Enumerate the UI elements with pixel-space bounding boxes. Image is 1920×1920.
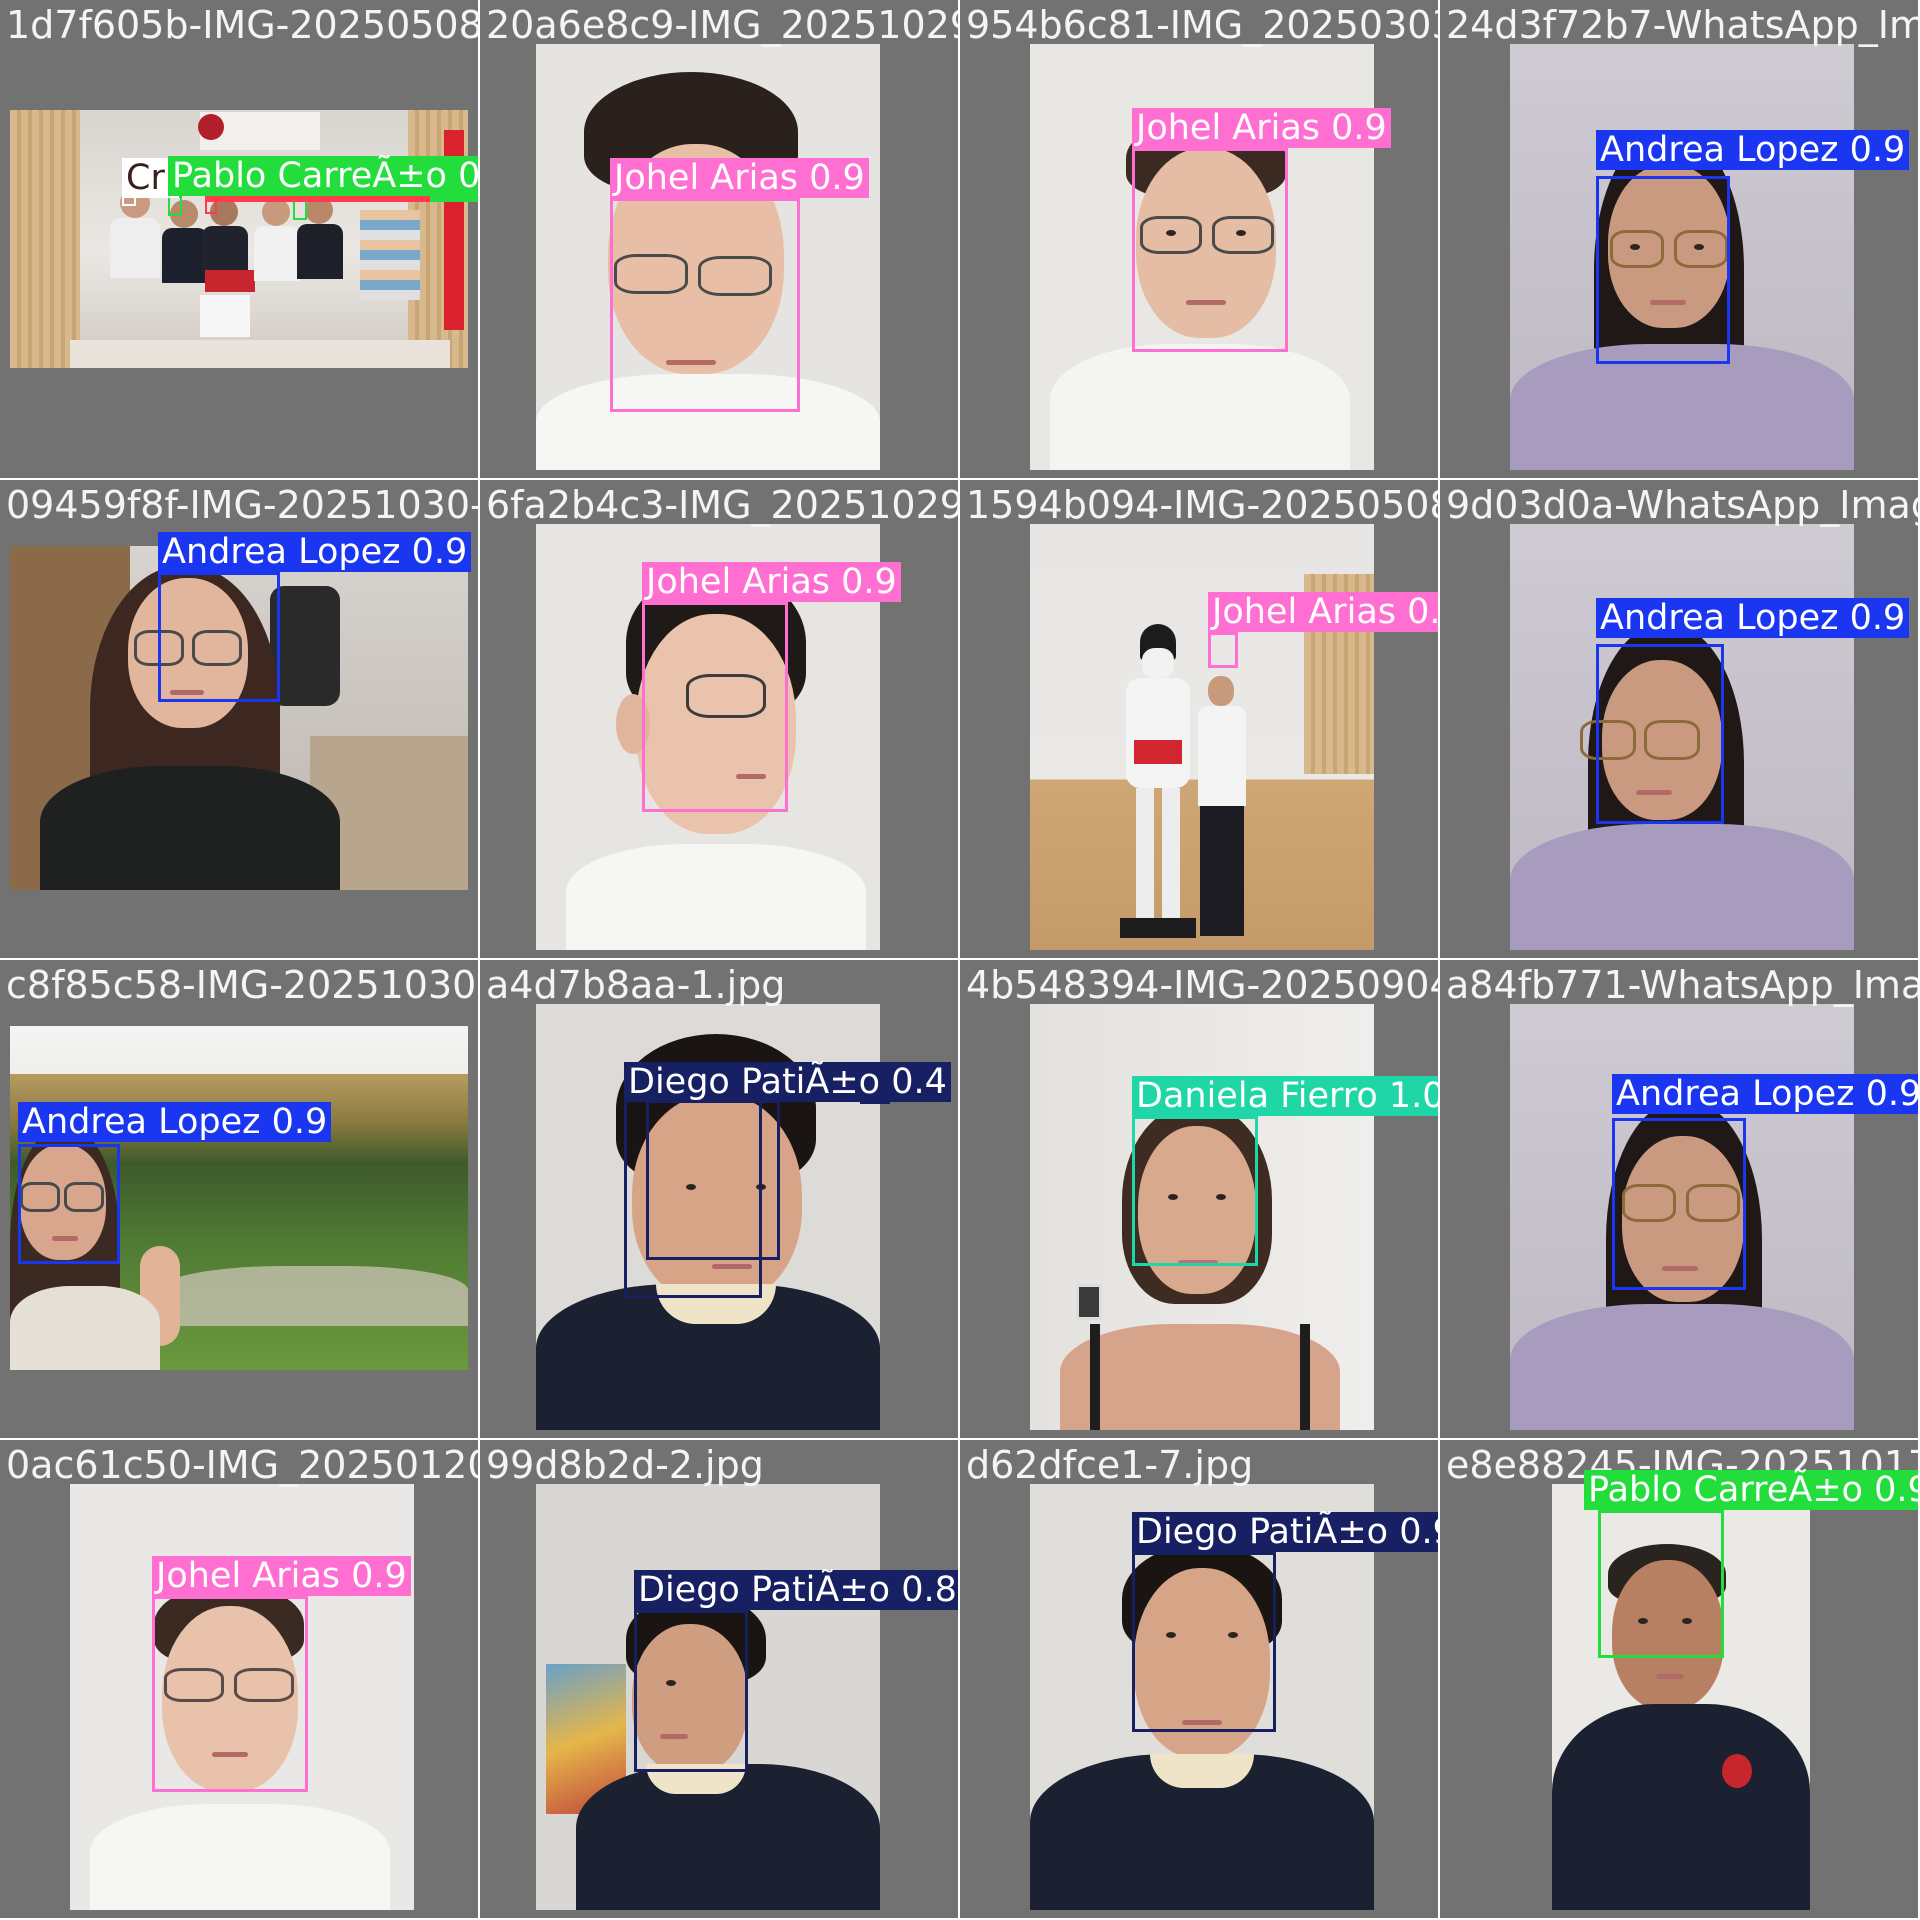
detection-label: Andrea Lopez 0.9 <box>1596 130 1910 170</box>
tile-filename: 4b548394-IMG-20250904-WA0019.jpg <box>966 963 1438 1007</box>
detection-box <box>1598 1510 1724 1658</box>
tile-15: d62dfce1-7.jpg Diego PatiÃ±o 0.9 <box>960 1440 1440 1920</box>
tile-photo <box>10 1026 468 1370</box>
detection-label: Johel Arias 0.9 <box>642 562 901 602</box>
detection-label: Johel Arias 0.9 <box>152 1556 411 1596</box>
tile-filename: d62dfce1-7.jpg <box>966 1443 1254 1487</box>
tile-filename: a4d7b8aa-1.jpg <box>486 963 786 1007</box>
tile-photo <box>70 1484 414 1910</box>
detection-box <box>205 200 217 214</box>
tile-photo <box>1510 44 1854 470</box>
tile-12: a84fb771-WhatsApp_Image Andrea Lopez 0.9 <box>1440 960 1920 1440</box>
detection-box <box>1132 1552 1276 1732</box>
detection-label: Daniela Fierro 1.0 <box>1132 1076 1438 1116</box>
detection-label: Johel Arias 0.9 <box>610 158 869 198</box>
detection-label: Andrea Lopez 0.9 <box>158 532 472 572</box>
detection-box <box>642 602 788 812</box>
tile-filename: 99d8b2d-2.jpg <box>486 1443 764 1487</box>
tile-16: e8e88245-IMG-20251017-1 Pablo CarreÃ±o 0… <box>1440 1440 1920 1920</box>
detection-box <box>1596 644 1724 824</box>
tile-filename: 9d03d0a-WhatsApp_Image <box>1446 483 1920 527</box>
detection-label: Andrea Lopez 0.9 <box>1596 598 1910 638</box>
detection-label: Diego PatiÃ±o 0.8 <box>634 1570 958 1610</box>
detection-box <box>1132 148 1288 352</box>
detection-label: Pablo CarreÃ±o 0.9 <box>1584 1470 1918 1510</box>
tile-filename: 1594b094-IMG-20250508-WA0080.jpg <box>966 483 1438 527</box>
detection-label: Andrea Lopez 0.9 <box>1612 1074 1918 1114</box>
tile-photo <box>10 110 468 368</box>
tile-filename: 09459f8f-IMG-20251030-WA0029.jpg <box>6 483 480 527</box>
detection-box <box>1612 1118 1746 1290</box>
detection-label: Diego PatiÃ±o 0.4 <box>624 1062 951 1102</box>
detection-box <box>1208 632 1238 668</box>
tile-9: c8f85c58-IMG-20251030-WA0078.jpg Andrea … <box>0 960 480 1440</box>
tile-filename: 954b6c81-IMG_20250303_224034.jpg <box>966 3 1438 47</box>
tile-photo <box>1510 524 1854 950</box>
detection-label: Johel Arias 0.9 <box>1132 108 1391 148</box>
detection-box <box>634 1610 748 1772</box>
detection-box <box>293 200 307 220</box>
tile-photo <box>536 44 880 470</box>
tile-photo <box>1030 1004 1374 1430</box>
tile-filename: 20a6e8c9-IMG_20251029_195436.jpg <box>486 3 958 47</box>
tile-photo <box>10 546 468 890</box>
tile-5: 09459f8f-IMG-20251030-WA0029.jpg Andrea … <box>0 480 480 960</box>
detection-box <box>1132 1116 1258 1266</box>
tile-8: 9d03d0a-WhatsApp_Image Andrea Lopez 0.9 <box>1440 480 1920 960</box>
tile-4: 24d3f72b7-WhatsApp_Image Andrea Lopez 0.… <box>1440 0 1920 480</box>
tile-11: 4b548394-IMG-20250904-WA0019.jpg Daniela… <box>960 960 1440 1440</box>
tile-13: 0ac61c50-IMG_20250120_193640.jpg Johel A… <box>0 1440 480 1920</box>
detection-label: Pablo CarreÃ±o 0.3 <box>168 156 478 196</box>
tile-1: 1d7f605b-IMG-20250508-WA0068.jpg Cri Mar… <box>0 0 480 480</box>
tile-filename: 24d3f72b7-WhatsApp_Image <box>1446 3 1920 47</box>
detection-box <box>610 198 800 412</box>
detection-box <box>152 1596 308 1792</box>
detection-box <box>158 572 280 702</box>
detection-box <box>168 196 182 216</box>
tile-10: a4d7b8aa-1.jpg 6 Diego PatiÃ±o 0.4 <box>480 960 960 1440</box>
tile-photo <box>1030 1484 1374 1910</box>
tile-filename: 0ac61c50-IMG_20250120_193640.jpg <box>6 1443 478 1487</box>
tile-filename: a84fb771-WhatsApp_Image <box>1446 963 1920 1007</box>
detection-label: Johel Arias 0.9 <box>1208 592 1438 632</box>
tile-filename: c8f85c58-IMG-20251030-WA0078.jpg <box>6 963 478 1007</box>
tile-photo <box>1030 524 1374 950</box>
detection-box <box>18 1144 120 1264</box>
tile-filename: 6fa2b4c3-IMG_20251029_195436.jpg <box>486 483 958 527</box>
detection-label: Andrea Lopez 0.9 <box>18 1102 332 1142</box>
detection-box <box>646 1100 780 1260</box>
tile-3: 954b6c81-IMG_20250303_224034.jpg Johel A… <box>960 0 1440 480</box>
tile-6: 6fa2b4c3-IMG_20251029_195436.jpg Johel A… <box>480 480 960 960</box>
tile-7: 1594b094-IMG-20250508-WA0080.jpg Johel A… <box>960 480 1440 960</box>
tile-2: 20a6e8c9-IMG_20251029_195436.jpg Johel A… <box>480 0 960 480</box>
tile-filename: 1d7f605b-IMG-20250508-WA0068.jpg <box>6 3 478 47</box>
detection-label: Diego PatiÃ±o 0.9 <box>1132 1512 1438 1552</box>
tile-photo <box>1552 1484 1810 1910</box>
detection-box <box>1596 176 1730 364</box>
tile-14: 99d8b2d-2.jpg Diego PatiÃ±o 0.8 <box>480 1440 960 1920</box>
